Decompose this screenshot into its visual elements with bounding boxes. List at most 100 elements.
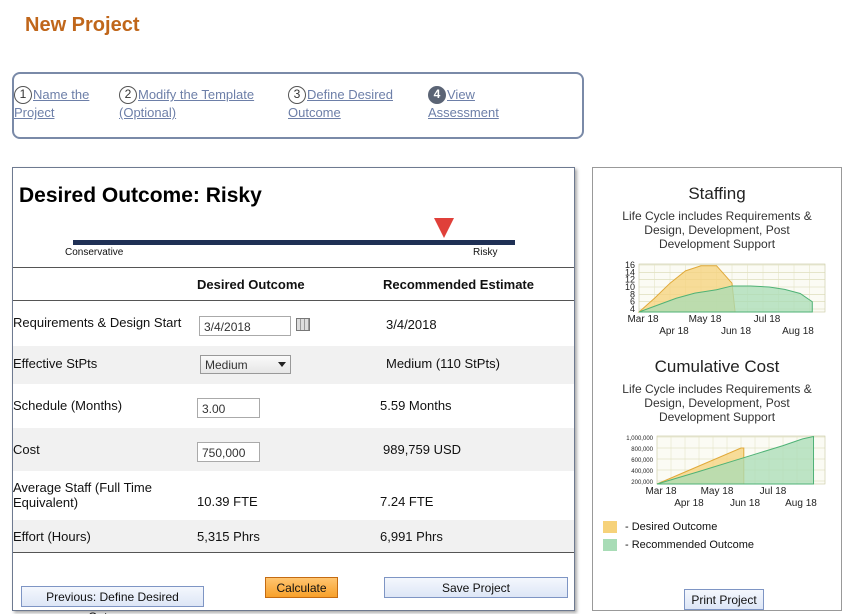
calculate-button[interactable]: Calculate <box>265 577 338 598</box>
cumulative-cost-title: Cumulative Cost <box>654 357 780 376</box>
subtitle-line: Development Support <box>658 237 776 251</box>
step-link-line1[interactable]: Name the <box>33 87 90 102</box>
column-header-desired: Desired Outcome <box>197 277 305 292</box>
scale-label-risky: Risky <box>473 247 498 258</box>
save-project-button[interactable]: Save Project <box>384 577 568 598</box>
chart-y-tick-label: 12 <box>625 275 635 285</box>
desired-outcome-panel: Desired Outcome: Risky Conservative Risk… <box>12 167 575 614</box>
outcome-title: Desired Outcome: Risky <box>19 184 262 207</box>
recommended-value: 3/4/2018 <box>386 317 437 332</box>
wizard-step-modify-template[interactable]: 2 Modify the Template (Optional) <box>119 86 254 122</box>
table-row: Average Staff (Full Time Equivalent) 10.… <box>13 471 574 520</box>
previous-button[interactable]: Previous: Define Desired Outcome <box>21 586 204 614</box>
select-value: Medium <box>205 358 248 372</box>
step-link-line2[interactable]: (Optional) <box>119 105 177 120</box>
legend-label: - Recommended Outcome <box>625 539 754 551</box>
step-link-line1[interactable]: Define Desired <box>307 87 393 102</box>
step-number: 1 <box>14 86 32 104</box>
recommended-value: 7.24 FTE <box>380 494 434 509</box>
recommended-value: 6,991 Phrs <box>380 529 443 544</box>
column-header-recommended: Recommended Estimate <box>383 277 534 292</box>
legend-label: - Desired Outcome <box>625 521 718 533</box>
legend-swatch-desired <box>603 521 617 534</box>
step-link-line2[interactable]: Assessment <box>428 105 499 120</box>
subtitle-line: Life Cycle includes Requirements & <box>622 382 812 396</box>
scale-label-conservative: Conservative <box>65 247 124 258</box>
chart-x-tick-label: Aug 18 <box>782 326 814 337</box>
chart-x-tick-label: Mar 18 <box>627 314 659 325</box>
chevron-down-icon <box>278 362 286 367</box>
row-label: Schedule (Months) <box>13 398 123 413</box>
wizard-step-define-outcome[interactable]: 3 Define Desired Outcome <box>288 86 393 122</box>
desired-value: 10.39 FTE <box>197 494 258 509</box>
projection-side-panel: Staffing Life Cycle includes Requirement… <box>592 167 842 611</box>
row-label: Average Staff (Full Time Equivalent) <box>13 480 152 510</box>
step-link-line1[interactable]: View <box>447 87 475 102</box>
risk-marker-icon <box>434 218 455 238</box>
risk-scale-bar <box>73 240 515 245</box>
chart-x-tick-label: Apr 18 <box>674 498 704 509</box>
chart-y-tick-label: 200,000 <box>631 480 653 486</box>
step-link-line2[interactable]: Project <box>14 105 55 120</box>
row-label: Requirements & Design Start <box>13 315 182 330</box>
calendar-icon[interactable] <box>296 318 310 331</box>
staffing-title: Staffing <box>688 184 746 203</box>
chart-x-tick-label: Jul 18 <box>754 314 781 325</box>
chart-series-area <box>656 435 815 485</box>
chart-y-tick-label: 6 <box>630 297 635 307</box>
table-row: Cost 750,000 989,759 USD <box>13 428 574 471</box>
step-number-active: 4 <box>428 86 446 104</box>
chart-y-tick-label: 8 <box>630 289 635 299</box>
chart-y-tick-label: 16 <box>625 260 635 270</box>
table-header: Desired Outcome Recommended Estimate <box>13 267 574 301</box>
subtitle-line: Life Cycle includes Requirements & <box>622 209 812 223</box>
start-date-input[interactable]: 3/4/2018 <box>199 316 291 336</box>
table-divider <box>13 552 574 553</box>
wizard-steps: 1 Name the Project 2 Modify the Template (… <box>12 72 584 139</box>
chart-x-tick-label: Jul 18 <box>760 486 787 497</box>
row-label: Effective StPts <box>13 356 98 371</box>
chart-x-tick-label: Aug 18 <box>785 498 817 509</box>
page-title: New Project <box>25 14 140 36</box>
chart-x-tick-label: Apr 18 <box>659 326 689 337</box>
row-label-line1: Average Staff (Full Time <box>13 480 152 495</box>
wizard-step-view-assessment[interactable]: 4 View Assessment <box>428 86 499 122</box>
desired-value: 5,315 Phrs <box>197 529 260 544</box>
step-link-line1[interactable]: Modify the Template <box>138 87 255 102</box>
chart-y-tick-label: 600,000 <box>631 458 653 464</box>
cost-subtitle: Life Cycle includes Requirements & Desig… <box>593 382 841 424</box>
recommended-value: Medium (110 StPts) <box>386 356 500 371</box>
chart-y-tick-label: 14 <box>625 267 635 277</box>
table-row: Schedule (Months) 3.00 5.59 Months <box>13 384 574 428</box>
chart-x-tick-label: May 18 <box>689 314 722 325</box>
step-link-line2[interactable]: Outcome <box>288 105 341 120</box>
subtitle-line: Development Support <box>658 410 776 424</box>
chart-x-tick-label: Jun 18 <box>730 498 760 509</box>
chart-y-tick-label: 400,000 <box>631 469 653 475</box>
schedule-input[interactable]: 3.00 <box>197 398 260 418</box>
subtitle-line: Design, Development, Post <box>644 223 790 237</box>
row-label: Cost <box>13 442 40 457</box>
table-row: Effort (Hours) 5,315 Phrs 6,991 Phrs <box>13 520 574 552</box>
chart-x-tick-label: May 18 <box>701 486 734 497</box>
wizard-step-name-project[interactable]: 1 Name the Project <box>14 86 89 122</box>
subtitle-line: Design, Development, Post <box>644 396 790 410</box>
table-row: Requirements & Design Start 3/4/2018 3/4… <box>13 302 574 346</box>
table-row: Effective StPts Medium Medium (110 StPts… <box>13 346 574 384</box>
row-label: Effort (Hours) <box>13 529 91 544</box>
legend-desired: - Desired Outcome <box>603 521 718 534</box>
row-label-line2: Equivalent) <box>13 495 79 510</box>
recommended-value: 5.59 Months <box>380 398 452 413</box>
chart-y-tick-label: 4 <box>630 304 635 314</box>
print-project-button[interactable]: Print Project <box>684 589 764 610</box>
chart-y-tick-label: 800,000 <box>631 447 653 453</box>
legend-recommended: - Recommended Outcome <box>603 539 754 552</box>
recommended-value: 989,759 USD <box>383 442 462 457</box>
cost-input[interactable]: 750,000 <box>197 442 260 462</box>
chart-series-area <box>638 285 813 313</box>
chart-y-tick-label: 10 <box>625 282 635 292</box>
step-number: 3 <box>288 86 306 104</box>
chart-x-tick-label: Mar 18 <box>645 486 677 497</box>
effective-stpts-select[interactable]: Medium <box>200 355 291 374</box>
